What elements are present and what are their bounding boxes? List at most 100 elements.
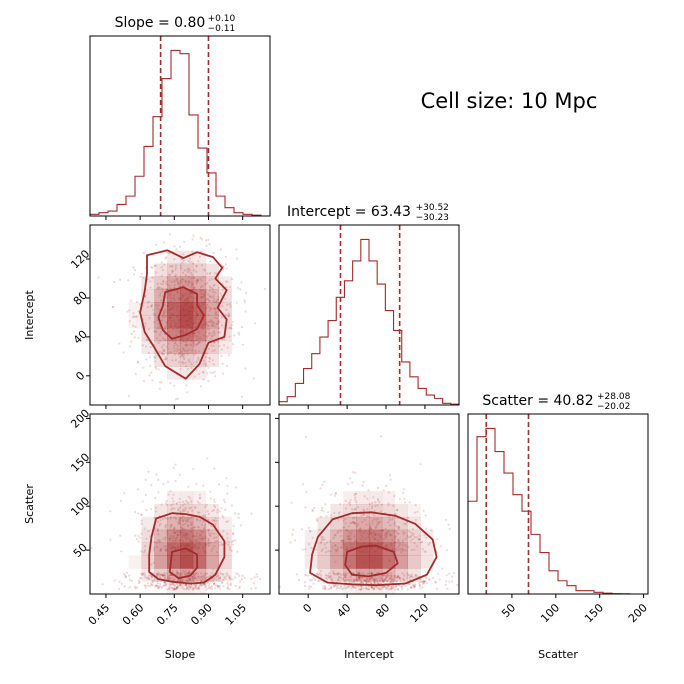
sample-point xyxy=(152,330,156,333)
sample-point xyxy=(218,510,221,513)
sample-point xyxy=(173,349,176,352)
sample-point xyxy=(164,502,167,505)
sample-point xyxy=(153,313,156,316)
sample-point xyxy=(327,574,330,577)
sample-point xyxy=(414,575,417,578)
sample-point xyxy=(165,572,168,575)
sample-point xyxy=(199,580,203,583)
sample-point xyxy=(213,504,216,507)
sample-point xyxy=(372,578,375,582)
sample-point xyxy=(211,349,214,352)
sample-point xyxy=(113,579,116,582)
sample-point xyxy=(339,530,342,533)
sample-point xyxy=(334,533,337,536)
sample-point xyxy=(204,355,207,359)
sample-point xyxy=(225,286,228,289)
sample-point xyxy=(220,572,223,576)
density-cell xyxy=(330,568,344,582)
density-cell xyxy=(180,302,194,316)
sample-point xyxy=(328,576,331,579)
sample-point xyxy=(220,354,223,357)
sample-point xyxy=(379,588,382,591)
sample-point xyxy=(207,539,210,542)
sample-point xyxy=(204,362,207,365)
sample-point xyxy=(187,280,190,283)
sample-point xyxy=(408,576,411,580)
sample-point xyxy=(403,501,406,504)
sample-point xyxy=(223,576,226,579)
sample-point xyxy=(186,587,189,590)
sample-point xyxy=(194,586,197,589)
sample-point xyxy=(157,586,161,589)
sample-point xyxy=(207,576,210,579)
sample-point xyxy=(159,422,161,424)
sample-point xyxy=(207,540,210,543)
sample-point xyxy=(427,543,430,546)
sample-point xyxy=(212,321,215,324)
sample-point xyxy=(359,527,362,530)
sample-point xyxy=(176,586,179,589)
sample-point xyxy=(195,265,198,268)
sample-point xyxy=(373,580,376,583)
sample-point xyxy=(384,575,387,578)
sample-point xyxy=(154,366,157,369)
sample-point xyxy=(203,573,206,576)
sample-point xyxy=(382,574,386,577)
sample-point xyxy=(160,587,163,590)
sample-point xyxy=(418,583,421,587)
sample-point xyxy=(188,585,191,588)
sample-point xyxy=(154,585,157,588)
sample-point xyxy=(171,570,174,573)
sample-point xyxy=(216,575,219,578)
sample-point xyxy=(174,266,178,269)
sample-point xyxy=(384,527,387,531)
sample-point xyxy=(370,586,374,589)
sample-point xyxy=(165,282,168,285)
sample-point xyxy=(323,480,326,483)
sample-point xyxy=(336,573,339,576)
sample-point xyxy=(197,586,200,589)
sample-point xyxy=(226,537,229,540)
sample-point xyxy=(200,580,203,583)
sample-point xyxy=(194,344,197,347)
sample-point xyxy=(382,585,385,588)
sample-point xyxy=(174,463,177,466)
sample-point xyxy=(144,322,147,325)
sample-point xyxy=(197,341,200,344)
sample-point xyxy=(331,583,334,587)
sample-point xyxy=(208,574,211,578)
sample-point xyxy=(160,274,163,277)
sample-point xyxy=(213,467,216,470)
sample-point xyxy=(210,532,213,535)
sample-point xyxy=(160,266,163,269)
density-cell xyxy=(167,315,181,329)
sample-point xyxy=(180,583,183,587)
sample-point xyxy=(220,543,223,546)
sample-point xyxy=(144,478,147,481)
sample-point xyxy=(206,335,209,338)
sample-point xyxy=(309,529,312,532)
sample-point xyxy=(349,498,352,501)
sample-point xyxy=(336,530,339,533)
sample-point xyxy=(175,277,178,280)
density-cell xyxy=(167,302,181,316)
sample-point xyxy=(212,284,215,287)
sample-point xyxy=(213,582,216,586)
sample-point xyxy=(134,534,137,537)
sample-point xyxy=(207,313,210,316)
sample-point xyxy=(340,546,343,550)
sample-point xyxy=(155,541,158,544)
sample-point xyxy=(345,573,348,576)
y-tick-label-intercept: 120 xyxy=(68,247,92,271)
sample-point xyxy=(154,510,157,513)
sample-point xyxy=(372,586,375,589)
sample-point xyxy=(185,518,188,522)
sample-point xyxy=(165,549,168,552)
sample-point xyxy=(184,269,187,272)
sample-point xyxy=(330,578,333,582)
sample-point xyxy=(367,515,370,518)
sample-point xyxy=(191,586,195,590)
sample-point xyxy=(207,306,210,309)
sample-point xyxy=(228,576,231,579)
sample-point xyxy=(186,572,189,575)
